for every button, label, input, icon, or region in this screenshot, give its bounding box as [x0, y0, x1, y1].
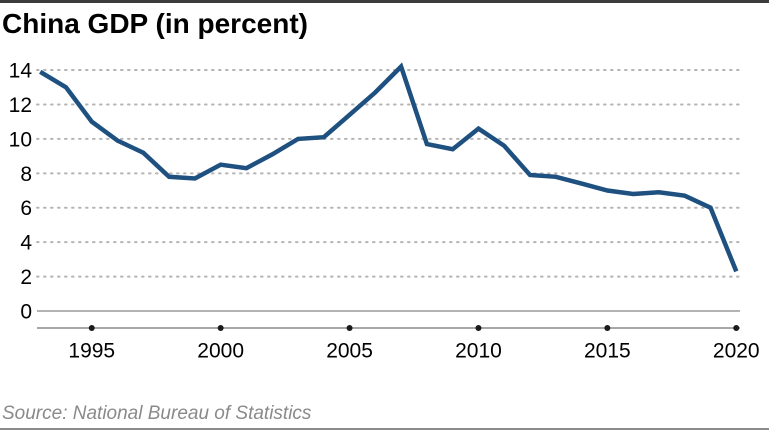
top-border-rule	[0, 0, 769, 3]
x-tick-label: 2010	[455, 340, 502, 363]
x-tick-dots	[88, 325, 740, 331]
x-tick-label: 2015	[584, 340, 631, 363]
source-caption: Source: National Bureau of Statistics	[2, 403, 312, 424]
y-tick-label: 2	[20, 266, 32, 289]
bottom-border-rule	[0, 428, 769, 430]
y-tick-label: 4	[20, 232, 32, 255]
x-tick-labels: 1995 2000 2005 2010 2015 2020	[68, 340, 759, 363]
x-tick-label: 2020	[713, 340, 760, 363]
chart-title: China GDP (in percent)	[2, 8, 308, 39]
y-tick-labels: 0 2 4 6 8 10 12 14	[9, 60, 33, 324]
y-tick-label: 10	[9, 128, 32, 151]
x-tick-label: 1995	[68, 340, 115, 363]
x-tick-dot	[88, 325, 95, 331]
y-tick-label: 14	[9, 60, 33, 83]
x-tick-label: 2005	[326, 340, 373, 363]
x-tick-dot	[475, 325, 482, 331]
x-tick-dot	[604, 325, 611, 331]
x-tick-label: 2000	[197, 340, 244, 363]
y-tick-label: 6	[20, 197, 32, 220]
x-tick-dot	[733, 325, 740, 331]
x-tick-dot	[346, 325, 353, 331]
y-tick-label: 12	[9, 94, 32, 117]
x-tick-dot	[217, 325, 224, 331]
gdp-growth-line	[39, 62, 739, 273]
y-tick-label: 8	[20, 163, 32, 186]
y-tick-label: 0	[20, 301, 32, 324]
y-gridlines	[36, 69, 741, 312]
